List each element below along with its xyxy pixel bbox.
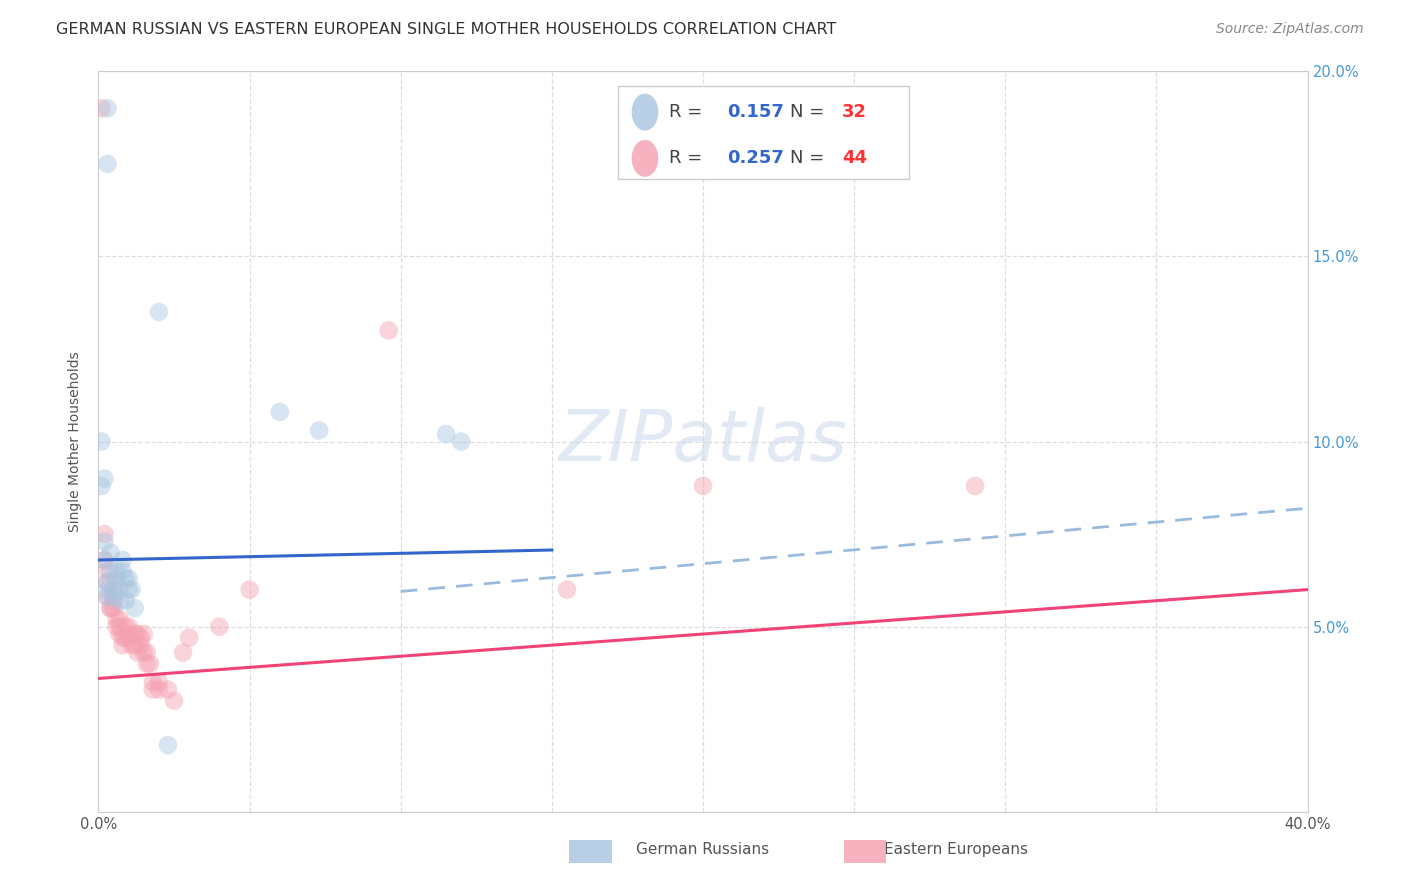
Point	[692, 479, 714, 493]
Point	[111, 564, 134, 578]
Text: German Russians: German Russians	[637, 842, 769, 856]
Point	[114, 619, 136, 633]
Point	[135, 646, 157, 660]
Point	[108, 593, 131, 607]
Ellipse shape	[631, 140, 658, 177]
Point	[96, 157, 118, 171]
Point	[208, 619, 231, 633]
Point	[108, 612, 131, 626]
Point	[105, 612, 128, 626]
FancyBboxPatch shape	[619, 87, 908, 178]
Point	[100, 564, 122, 578]
Point	[96, 575, 118, 590]
Point	[93, 527, 115, 541]
Point	[148, 305, 170, 319]
Text: GERMAN RUSSIAN VS EASTERN EUROPEAN SINGLE MOTHER HOUSEHOLDS CORRELATION CHART: GERMAN RUSSIAN VS EASTERN EUROPEAN SINGL…	[56, 22, 837, 37]
Point	[163, 694, 186, 708]
Point	[132, 646, 155, 660]
Text: 32: 32	[842, 103, 868, 121]
Point	[118, 582, 141, 597]
Point	[108, 619, 131, 633]
Point	[105, 619, 128, 633]
Point	[148, 675, 170, 690]
Point	[103, 601, 125, 615]
Point	[96, 101, 118, 115]
Point	[93, 534, 115, 549]
Point	[965, 479, 987, 493]
Point	[555, 582, 578, 597]
Point	[172, 646, 194, 660]
Point	[100, 545, 122, 560]
Point	[96, 575, 118, 590]
Point	[96, 590, 118, 604]
Point	[450, 434, 472, 449]
Point	[269, 405, 291, 419]
Text: R =: R =	[669, 149, 709, 168]
Point	[93, 553, 115, 567]
Point	[121, 582, 143, 597]
Point	[132, 627, 155, 641]
Point	[90, 479, 112, 493]
Point	[93, 553, 115, 567]
Point	[103, 582, 125, 597]
Point	[96, 582, 118, 597]
Point	[103, 582, 125, 597]
Text: ZIPatlas: ZIPatlas	[558, 407, 848, 476]
Point	[124, 638, 146, 652]
Point	[118, 627, 141, 641]
Point	[114, 631, 136, 645]
Point	[239, 582, 262, 597]
Point	[114, 593, 136, 607]
Point	[118, 619, 141, 633]
Point	[114, 572, 136, 586]
Point	[129, 631, 152, 645]
Point	[156, 682, 179, 697]
Point	[179, 631, 201, 645]
Point	[103, 593, 125, 607]
Point	[96, 590, 118, 604]
Point	[111, 638, 134, 652]
Text: 0.157: 0.157	[727, 103, 785, 121]
Text: Source: ZipAtlas.com: Source: ZipAtlas.com	[1216, 22, 1364, 37]
Point	[135, 657, 157, 671]
Text: N =: N =	[790, 103, 830, 121]
Point	[93, 472, 115, 486]
Point	[148, 682, 170, 697]
Point	[377, 324, 399, 338]
Text: 44: 44	[842, 149, 868, 168]
Point	[111, 631, 134, 645]
Point	[124, 627, 146, 641]
Point	[100, 601, 122, 615]
Point	[139, 657, 162, 671]
Text: N =: N =	[790, 149, 830, 168]
Point	[90, 101, 112, 115]
Text: R =: R =	[669, 103, 709, 121]
Point	[105, 572, 128, 586]
Point	[129, 638, 152, 652]
Point	[142, 675, 165, 690]
Point	[90, 434, 112, 449]
Point	[156, 738, 179, 752]
Point	[105, 564, 128, 578]
Point	[100, 601, 122, 615]
Ellipse shape	[631, 94, 658, 130]
Point	[103, 590, 125, 604]
Point	[118, 572, 141, 586]
Point	[108, 627, 131, 641]
Text: Eastern Europeans: Eastern Europeans	[884, 842, 1028, 856]
Point	[108, 582, 131, 597]
Text: 0.257: 0.257	[727, 149, 785, 168]
Point	[96, 564, 118, 578]
Point	[434, 427, 457, 442]
Point	[142, 682, 165, 697]
Y-axis label: Single Mother Households: Single Mother Households	[69, 351, 83, 532]
Point	[127, 627, 149, 641]
Point	[308, 424, 330, 438]
Point	[127, 646, 149, 660]
Point	[124, 601, 146, 615]
Point	[121, 638, 143, 652]
Point	[111, 553, 134, 567]
